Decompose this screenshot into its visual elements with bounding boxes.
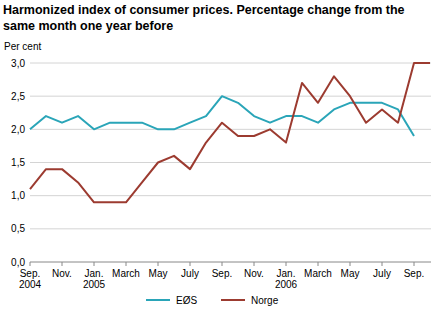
x-tick	[382, 262, 383, 266]
legend-label: Norge	[251, 295, 279, 306]
y-tick-label: 0,0	[11, 257, 25, 268]
y-tick-label: 0,5	[11, 223, 25, 234]
x-tick	[350, 262, 351, 266]
x-tick	[254, 262, 255, 266]
x-tick-label: Jan.2006	[275, 268, 298, 290]
title: Harmonized index of consumer prices. Per…	[3, 2, 429, 34]
grid-line	[30, 228, 431, 229]
x-tick-label: July	[373, 268, 391, 279]
y-tick-label: 3,0	[11, 58, 25, 69]
x-tick-label: Sep.2004	[19, 268, 42, 290]
x-tick-label: March	[112, 268, 140, 279]
grid-line	[30, 96, 431, 97]
x-tick	[414, 262, 415, 266]
series-line	[30, 63, 430, 202]
y-tick-label: 1,0	[11, 190, 25, 201]
x-tick	[286, 262, 287, 266]
chart: Per cent 0,0 0,5 1,0 1,5 2,0 2,5 3,0 Sep.2004 Nov…	[0, 0, 432, 315]
x-tick	[222, 262, 223, 266]
y-tick-label: 2,0	[11, 124, 25, 135]
grid-line	[30, 262, 431, 263]
legend-swatch	[146, 299, 170, 301]
x-tick	[62, 262, 63, 266]
x-tick	[126, 262, 127, 266]
x-tick	[158, 262, 159, 266]
x-tick-label: Jan.2005	[83, 268, 106, 290]
legend-swatch	[221, 299, 245, 301]
y-axis-label: Per cent	[4, 41, 41, 52]
x-tick-label: March	[304, 268, 332, 279]
y-tick-label: 2,5	[11, 91, 25, 102]
plot-area	[30, 63, 430, 202]
x-tick	[30, 262, 31, 266]
x-tick-label: May	[149, 268, 168, 279]
legend-label: EØS	[176, 295, 197, 306]
x-tick-label: Sep.	[212, 268, 233, 279]
x-tick-label: May	[341, 268, 360, 279]
x-tick-label: Nov.	[52, 268, 72, 279]
series-line	[30, 96, 414, 136]
x-tick-label: Sep.	[404, 268, 425, 279]
x-tick	[318, 262, 319, 266]
y-tick-label: 1,5	[11, 157, 25, 168]
x-tick	[190, 262, 191, 266]
grid-line	[30, 162, 431, 163]
grid-line	[30, 63, 431, 64]
x-tick-label: July	[181, 268, 199, 279]
x-tick	[94, 262, 95, 266]
x-tick-label: Nov.	[244, 268, 264, 279]
